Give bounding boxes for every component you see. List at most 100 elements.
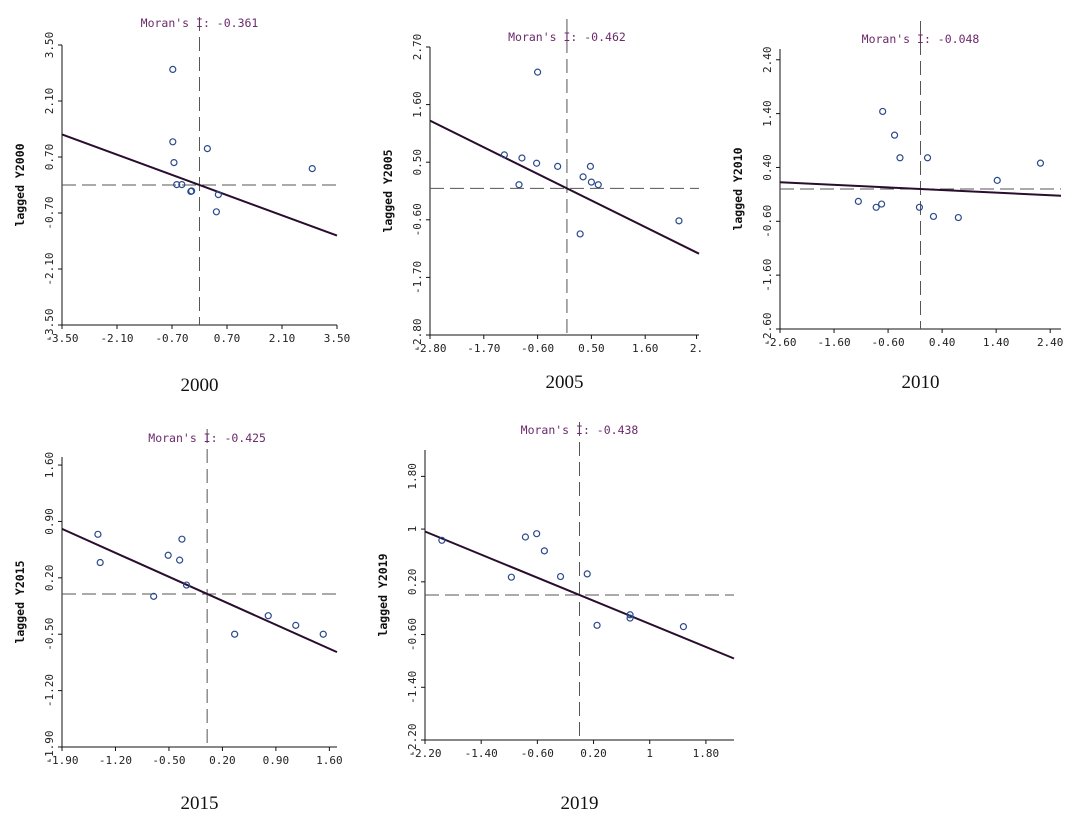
data-point <box>554 162 562 170</box>
y-tick-label: 1.40 <box>761 100 774 127</box>
data-point <box>212 208 220 216</box>
data-point <box>890 131 899 139</box>
x-tick-label: 1.80 <box>693 747 720 760</box>
x-tick-label: 0.50 <box>578 342 605 355</box>
year-caption: 2005 <box>546 372 584 393</box>
y-tick-label: 0.90 <box>43 508 56 535</box>
x-tick-label: -3.50 <box>45 332 78 345</box>
x-tick-label: 1.60 <box>632 342 659 355</box>
x-tick-label: -0.60 <box>521 747 554 760</box>
x-tick-label: 1.40 <box>983 336 1010 349</box>
data-point <box>594 181 602 189</box>
data-point <box>515 181 523 189</box>
y-tick-label: -0.60 <box>761 205 774 238</box>
y-tick-label: 1.60 <box>411 91 424 118</box>
data-point <box>675 217 683 225</box>
y-tick-label: -1.60 <box>761 259 774 292</box>
scatter-panel-2019: -2.20 -1.40 -0.60 0.20 1 1.80 1.80 1 0.20 -0.60 -1… <box>376 422 735 814</box>
x-tick-label: 0.70 <box>214 332 241 345</box>
data-point <box>164 551 172 559</box>
data-point <box>626 614 634 622</box>
y-tick-label: -2.20 <box>406 723 419 756</box>
moran-title: Moran's I: -0.361 <box>141 16 259 30</box>
data-point <box>587 178 596 186</box>
data-point <box>507 573 515 581</box>
year-caption: 2019 <box>561 793 599 814</box>
y-tick-label: 1.80 <box>406 463 419 490</box>
y-tick-label: -2.60 <box>761 312 774 345</box>
regression-line <box>61 133 338 237</box>
data-point <box>500 151 508 159</box>
data-point <box>533 530 541 538</box>
data-point <box>203 145 211 153</box>
data-point <box>923 154 932 162</box>
y-axis-title: lagged Y2005 <box>381 149 395 232</box>
data-point <box>94 530 102 538</box>
data-point <box>178 181 186 189</box>
data-point <box>96 558 104 567</box>
y-tick-label: 0.40 <box>761 154 774 181</box>
data-point <box>540 547 548 555</box>
moran-title: Moran's I: -0.438 <box>521 423 639 437</box>
data-point <box>231 630 239 638</box>
y-axis-title: lagged Y2015 <box>13 560 27 643</box>
x-tick-label: -1.20 <box>99 754 132 767</box>
y-tick-label: -2.80 <box>411 318 424 351</box>
moran-title: Moran's I: -0.048 <box>862 32 980 46</box>
x-tick-label: 2. <box>690 342 703 355</box>
x-tick-label: -1.70 <box>467 342 500 355</box>
scatter-panel-2000: -3.50 -2.10 -0.70 0.70 2.10 3.50 3.50 2.10 0.70 -… <box>13 16 350 396</box>
y-tick-label: 0.20 <box>43 565 56 592</box>
data-point <box>292 621 300 629</box>
data-point <box>583 570 591 578</box>
data-point <box>150 592 158 600</box>
y-tick-label: 3.50 <box>43 32 56 59</box>
y-tick-label: -3.50 <box>43 308 56 341</box>
data-point <box>214 191 222 199</box>
y-tick-label: -0.70 <box>43 196 56 229</box>
x-tick-label: -0.50 <box>152 754 185 767</box>
x-tick-label: -2.10 <box>100 332 133 345</box>
y-tick-label: -0.60 <box>411 203 424 236</box>
data-point <box>438 536 446 544</box>
x-tick-label: 0.40 <box>929 336 956 349</box>
data-point <box>521 533 530 541</box>
y-axis-title: lagged Y2010 <box>731 147 745 230</box>
data-point <box>872 203 880 211</box>
y-tick-label: -1.20 <box>43 674 56 707</box>
scatter-panel-2005: -2.80 -1.70 -0.60 0.50 1.60 2. 2.70 1.60 0.50 -0.… <box>381 19 703 393</box>
data-point <box>169 138 177 146</box>
y-tick-label: 2.10 <box>43 88 56 115</box>
x-tick-label: 2.40 <box>1037 336 1064 349</box>
data-point <box>586 162 595 170</box>
data-point <box>593 621 601 629</box>
data-point <box>556 572 565 581</box>
year-caption: 2015 <box>181 793 219 814</box>
data-point <box>854 197 862 205</box>
x-tick-label: -1.40 <box>465 747 498 760</box>
x-tick-label: -0.70 <box>155 332 188 345</box>
y-tick-label: 0.20 <box>406 569 419 596</box>
y-tick-label: -1.90 <box>43 730 56 763</box>
y-tick-label: 1 <box>406 526 419 533</box>
y-tick-label: 0.50 <box>411 149 424 176</box>
data-point <box>896 154 904 162</box>
data-point <box>879 107 887 116</box>
x-tick-label: 0.20 <box>209 754 236 767</box>
data-point <box>626 611 634 619</box>
data-point <box>264 612 272 620</box>
regression-line <box>61 527 338 654</box>
data-point <box>319 630 327 638</box>
y-tick-label: -0.60 <box>406 618 419 651</box>
x-tick-label: 1 <box>646 747 653 760</box>
moran-title: Moran's I: -0.462 <box>508 30 626 44</box>
data-point <box>533 159 541 167</box>
x-tick-label: 3.50 <box>324 332 351 345</box>
x-tick-label: -1.90 <box>45 754 78 767</box>
x-tick-label: 1.60 <box>316 754 343 767</box>
y-tick-label: -1.40 <box>406 671 419 704</box>
data-point <box>929 212 938 221</box>
data-point <box>308 165 316 173</box>
data-point <box>533 68 542 76</box>
x-tick-label: -2.80 <box>413 342 446 355</box>
